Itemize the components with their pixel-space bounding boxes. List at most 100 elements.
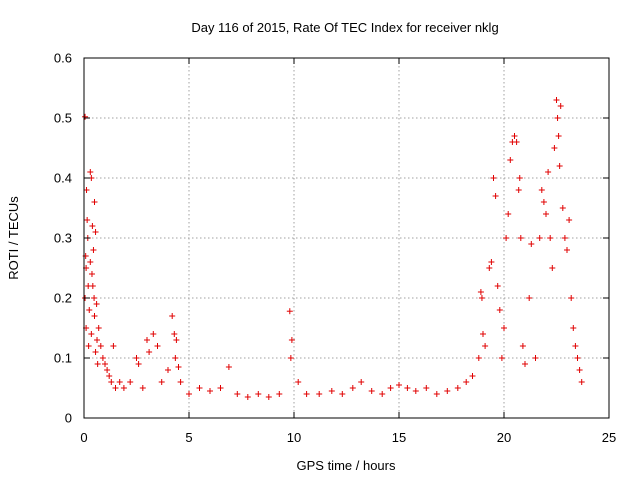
data-point — [559, 205, 566, 211]
plot-frame — [83, 57, 610, 419]
data-point — [486, 265, 493, 271]
data-point — [556, 163, 563, 169]
data-point — [91, 295, 98, 301]
data-point — [90, 247, 97, 253]
data-point — [496, 307, 503, 313]
data-point — [104, 367, 111, 373]
data-point — [507, 157, 514, 163]
data-point — [120, 385, 127, 391]
data-point — [196, 385, 203, 391]
data-point — [444, 388, 451, 394]
data-point — [102, 361, 108, 367]
data-point — [551, 145, 558, 151]
data-point — [574, 355, 581, 361]
data-point — [505, 211, 512, 217]
data-point — [82, 113, 89, 120]
data-point — [553, 97, 560, 103]
data-point — [83, 187, 90, 193]
data-point — [154, 343, 161, 349]
data-point — [516, 175, 523, 181]
x-tick-label: 10 — [287, 430, 301, 445]
y-tick-labels: 0 0.1 0.2 0.3 0.4 0.5 0.6 — [54, 51, 72, 426]
data-point — [288, 337, 295, 343]
data-points — [82, 97, 585, 400]
data-point — [566, 217, 573, 223]
data-point — [158, 379, 165, 385]
data-point — [110, 343, 117, 349]
data-point — [511, 133, 518, 139]
data-point — [217, 385, 224, 391]
data-point — [97, 343, 104, 349]
data-point — [540, 199, 547, 205]
data-point — [480, 331, 486, 337]
data-point — [165, 367, 171, 373]
data-point — [490, 175, 497, 181]
data-point — [316, 391, 323, 397]
data-point — [135, 361, 142, 367]
x-axis-label: GPS time / hours — [297, 458, 396, 473]
data-point — [396, 382, 402, 388]
data-point — [94, 337, 101, 343]
data-point — [169, 313, 176, 319]
data-point — [99, 355, 106, 361]
data-point — [515, 187, 522, 193]
data-point — [84, 217, 91, 223]
data-point — [526, 295, 533, 301]
data-point — [106, 373, 113, 379]
data-point — [295, 379, 302, 385]
data-point — [265, 394, 272, 400]
axis-ticks — [83, 57, 610, 419]
data-point — [513, 139, 520, 145]
data-point — [173, 337, 180, 343]
data-point — [225, 364, 232, 370]
y-tick-label: 0.5 — [54, 111, 72, 126]
data-point — [503, 235, 510, 241]
data-point — [433, 391, 440, 397]
data-point — [172, 355, 179, 361]
data-point — [536, 235, 543, 241]
data-point — [498, 355, 505, 361]
data-point — [177, 379, 184, 385]
data-point — [328, 388, 335, 394]
data-point — [89, 223, 96, 229]
data-point — [561, 235, 568, 241]
data-point — [482, 343, 489, 349]
y-tick-label: 0.3 — [54, 231, 72, 246]
data-point — [494, 283, 501, 289]
data-point — [564, 247, 570, 253]
x-tick-label: 0 — [80, 430, 87, 445]
data-point — [488, 259, 495, 265]
data-point — [127, 379, 134, 385]
data-point — [186, 391, 192, 397]
data-point — [469, 373, 476, 379]
data-point — [93, 301, 100, 307]
x-tick-labels: 0 5 10 15 20 25 — [80, 430, 616, 445]
data-point — [475, 355, 482, 361]
data-point — [572, 343, 579, 349]
data-point — [554, 115, 561, 121]
data-point — [368, 388, 375, 394]
data-point — [349, 385, 356, 391]
data-point — [108, 379, 115, 385]
data-point — [150, 331, 157, 337]
data-point — [570, 325, 577, 331]
data-point — [404, 385, 411, 391]
data-point — [234, 391, 241, 397]
data-point — [255, 391, 262, 397]
y-tick-label: 0 — [65, 411, 72, 426]
x-tick-label: 15 — [392, 430, 406, 445]
data-point — [578, 379, 585, 385]
data-point — [538, 187, 545, 193]
data-point — [545, 169, 552, 175]
data-point — [547, 235, 554, 241]
data-point — [477, 289, 484, 295]
grid-lines — [84, 58, 609, 418]
data-point — [549, 265, 556, 271]
data-point — [557, 103, 564, 109]
data-point — [492, 193, 499, 199]
data-point — [501, 325, 507, 331]
data-point — [528, 241, 535, 247]
data-point — [171, 331, 178, 337]
chart-title: Day 116 of 2015, Rate Of TEC Index for r… — [191, 20, 498, 35]
